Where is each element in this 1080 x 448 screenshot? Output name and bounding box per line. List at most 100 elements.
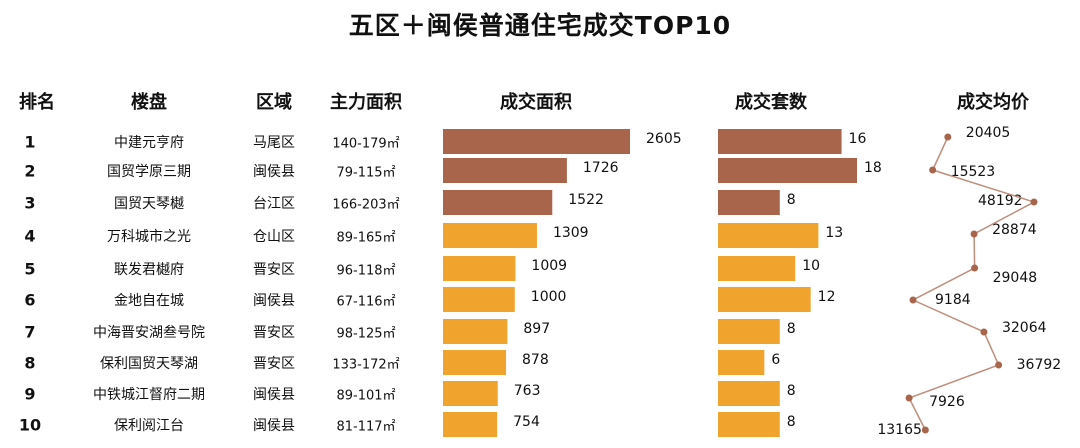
price-point	[921, 426, 929, 434]
units-label: 8	[786, 383, 796, 399]
area-label: 1009	[531, 258, 568, 274]
price-point	[971, 264, 979, 272]
units-bar	[718, 381, 780, 406]
area-label: 1726	[582, 160, 619, 176]
price-label: 28874	[992, 222, 1037, 238]
units-label: 6	[771, 352, 781, 368]
district-cell: 闽侯县	[253, 418, 295, 434]
header-rank: 排名	[19, 92, 55, 113]
rank-cell: 4	[24, 226, 36, 246]
district-cell: 晋安区	[253, 262, 295, 278]
project-cell: 联发君樾府	[114, 262, 184, 278]
area-bar	[443, 223, 537, 248]
area-label: 763	[513, 383, 541, 399]
price-point	[905, 394, 913, 402]
header-project: 楼盘	[131, 92, 167, 113]
units-label: 8	[786, 414, 796, 430]
project-cell: 保利国贸天琴湖	[100, 356, 198, 372]
price-point	[980, 328, 988, 336]
area-cell: 166-203㎡	[332, 197, 400, 213]
district-cell: 晋安区	[253, 325, 295, 341]
units-label: 8	[786, 321, 796, 337]
district-cell: 闽侯县	[253, 387, 295, 403]
project-cell: 中海晋安湖叁号院	[93, 325, 205, 341]
area-label: 897	[523, 321, 551, 337]
rank-cell: 1	[24, 132, 36, 152]
area-bar	[443, 350, 507, 375]
rank-cell: 10	[18, 415, 42, 435]
area-bar	[443, 190, 553, 215]
price-label: 20405	[965, 125, 1011, 141]
rank-cell: 6	[24, 290, 36, 310]
header-deal-units: 成交套数	[735, 92, 807, 113]
price-line	[908, 136, 1036, 431]
district-cell: 仓山区	[253, 229, 295, 245]
area-bar	[443, 158, 567, 183]
price-label: 13165	[877, 422, 922, 438]
project-cell: 国贸天琴樾	[114, 196, 184, 212]
area-cell: 79-115㎡	[336, 165, 396, 181]
area-label: 1522	[568, 192, 604, 208]
area-bar	[443, 256, 516, 281]
units-bar	[718, 350, 765, 375]
units-bar	[718, 256, 796, 281]
area-label: 1000	[530, 289, 567, 305]
price-point	[944, 133, 952, 141]
rank-cell: 9	[24, 384, 36, 404]
units-bar	[718, 287, 811, 312]
units-bar	[718, 319, 780, 344]
project-cell: 中建元亨府	[114, 135, 184, 151]
page-title: 五区＋闽侯普通住宅成交TOP10	[348, 11, 732, 40]
district-cell: 闽侯县	[253, 164, 295, 180]
area-cell: 67-116㎡	[336, 294, 396, 310]
area-bar	[443, 129, 630, 154]
price-label: 48192	[978, 193, 1023, 209]
rank-cell: 3	[24, 193, 36, 213]
district-cell: 台江区	[253, 196, 295, 212]
units-label: 18	[864, 160, 882, 176]
area-cell: 81-117㎡	[336, 419, 396, 435]
rank-cell: 8	[24, 353, 36, 373]
header-avg-price: 成交均价	[957, 92, 1029, 113]
units-bar	[718, 129, 842, 154]
district-cell: 晋安区	[253, 356, 295, 372]
units-bar	[718, 158, 857, 183]
area-cell: 89-165㎡	[336, 230, 396, 246]
price-label: 7926	[929, 394, 965, 410]
area-bar	[443, 412, 498, 437]
area-cell: 140-179㎡	[332, 136, 400, 152]
price-label: 9184	[935, 292, 971, 308]
project-cell: 中铁城江督府二期	[93, 387, 205, 403]
header-district: 区域	[256, 92, 292, 113]
area-cell: 96-118㎡	[336, 263, 396, 279]
price-label: 29048	[992, 270, 1038, 286]
area-cell: 133-172㎡	[332, 357, 400, 373]
project-cell: 保利阅江台	[114, 418, 184, 434]
units-label: 8	[786, 192, 796, 208]
area-label: 878	[522, 352, 549, 368]
price-label: 15523	[950, 164, 996, 180]
district-cell: 闽侯县	[253, 293, 295, 309]
price-label: 32064	[1001, 320, 1047, 336]
price-point	[929, 166, 937, 174]
units-bar	[718, 412, 780, 437]
rank-cell: 7	[24, 322, 36, 342]
units-label: 12	[817, 289, 836, 305]
area-bar	[443, 319, 508, 344]
area-bar	[443, 287, 515, 312]
district-cell: 马尾区	[253, 135, 295, 151]
rank-cell: 2	[24, 161, 36, 181]
area-cell: 89-101㎡	[336, 388, 396, 404]
price-point	[970, 230, 978, 238]
area-bar	[443, 381, 498, 406]
header-deal-area: 成交面积	[500, 92, 572, 113]
area-label: 2605	[646, 131, 682, 147]
units-label: 10	[802, 258, 821, 274]
area-label: 754	[513, 414, 540, 430]
project-cell: 万科城市之光	[107, 229, 191, 245]
price-point	[1030, 198, 1038, 206]
price-label: 36792	[1016, 357, 1062, 373]
price-point	[909, 296, 917, 304]
project-cell: 金地自在城	[114, 293, 184, 309]
